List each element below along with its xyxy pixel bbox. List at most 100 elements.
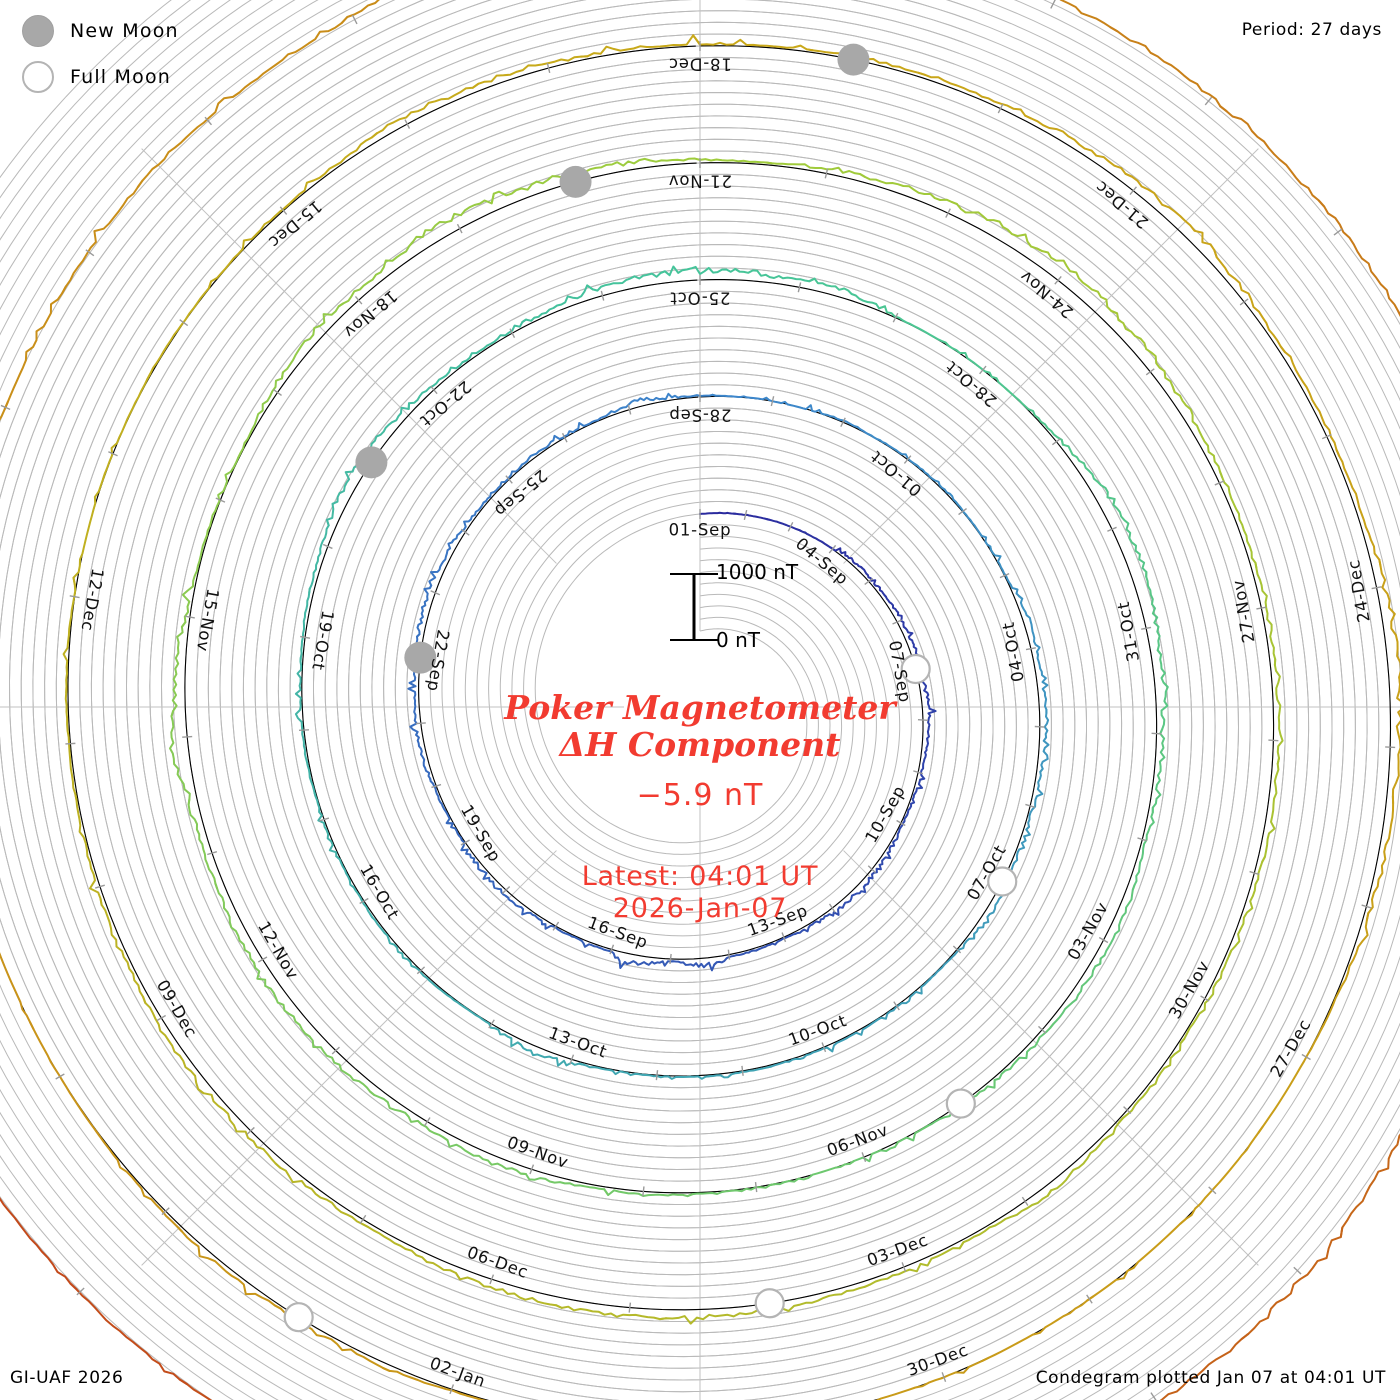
legend-item-new-moon: New Moon [22,8,179,54]
legend-item-full-moon: Full Moon [22,54,179,100]
new-moon-icon [22,15,54,47]
trace-segment [370,82,480,139]
day-tick [840,417,846,428]
day-tick [501,886,511,894]
trace-segment [519,1172,610,1196]
day-tick [787,522,794,532]
trace-segment [3,285,67,411]
trace-segment [471,55,589,89]
trace-segment [1179,1125,1264,1225]
day-tick [359,897,369,905]
day-tick [300,635,311,639]
date-label: 27-Nov [1229,578,1259,644]
day-tick [257,956,268,963]
trace-segment [381,1366,487,1400]
date-label: 10-Sep [861,782,909,846]
trace-segment [146,280,213,381]
day-tick [821,1042,827,1053]
trace-segment [1060,438,1116,506]
trace-segment [1131,806,1155,891]
trace-segment [582,942,629,969]
trace-segment [765,396,823,415]
date-label: 16-Oct [356,861,403,923]
day-tick [215,497,226,503]
trace-segment [954,500,992,551]
day-tick [354,295,363,305]
day-tick [655,1070,659,1081]
date-label: 27-Dec [1266,1016,1314,1081]
trace-segment [340,0,380,25]
trace-segment [1240,1226,1344,1340]
day-tick [669,953,672,964]
date-label: 31-Oct [1114,600,1143,663]
trace-segment [516,1041,584,1067]
day-tick [754,1182,758,1193]
day-tick [460,528,470,536]
trace-segment [231,16,349,98]
trace-segment [862,850,892,888]
trace-segment [325,455,362,527]
day-tick [1293,1266,1302,1275]
day-tick [55,1073,65,1080]
trace-segment [765,161,866,178]
date-label: 30-Nov [1165,957,1213,1022]
date-label: 25-Oct [670,289,731,308]
trace-segment [74,792,103,906]
trace-segment [1046,1117,1124,1197]
trace-segment [1004,387,1064,446]
day-tick [359,1214,367,1224]
trace-segment [607,396,664,415]
day-tick [69,595,80,599]
day-tick [828,544,837,554]
trace-segment [462,1005,522,1048]
trace-segment [337,240,414,308]
trace-segment [603,1188,694,1198]
trace-segment [1171,385,1224,479]
moon-markers [283,43,1018,1333]
trace-segment [308,518,330,594]
day-tick [1141,626,1152,630]
day-tick [182,735,193,738]
trace-segment [671,157,773,165]
day-tick [456,223,463,234]
full-moon-marker [945,1088,976,1119]
day-tick [1321,433,1332,440]
trace-segment [766,1046,834,1069]
day-tick [1301,1053,1311,1061]
day-tick [945,208,951,218]
trace-segment [794,911,835,935]
day-tick [743,509,748,521]
trace-segment [580,34,701,58]
trace-segment [169,710,191,806]
trace-segment [623,960,675,967]
date-label: 01-Sep [669,521,732,540]
day-tick [273,388,282,397]
day-tick [1239,298,1249,306]
scalebar-bottom-label: 0 nT [716,628,760,652]
trace-segment [304,1032,376,1096]
date-label: 15-Nov [193,587,223,653]
trace-segment [361,1223,461,1281]
date-label: 09-Nov [505,1133,572,1173]
day-tick [1256,606,1267,610]
trace-segment [798,529,833,550]
day-tick [569,1054,575,1065]
legend-label-full-moon: Full Moon [70,66,172,88]
plot-timestamp-label: Condegram plotted Jan 07 at 04:01 UT [1035,1368,1386,1388]
trace-segment [450,500,488,544]
day-tick [979,365,987,375]
trace-segment [1117,1037,1186,1124]
day-tick [546,63,551,74]
legend-label-new-moon: New Moon [70,20,179,42]
trace-segment [61,179,144,295]
day-tick [431,783,442,789]
day-tick [1025,803,1036,808]
trace-segment [472,861,509,899]
trace-segment [369,1090,449,1142]
day-tick [627,404,632,415]
trace-segment [280,302,345,380]
trace-segment [863,1241,965,1288]
